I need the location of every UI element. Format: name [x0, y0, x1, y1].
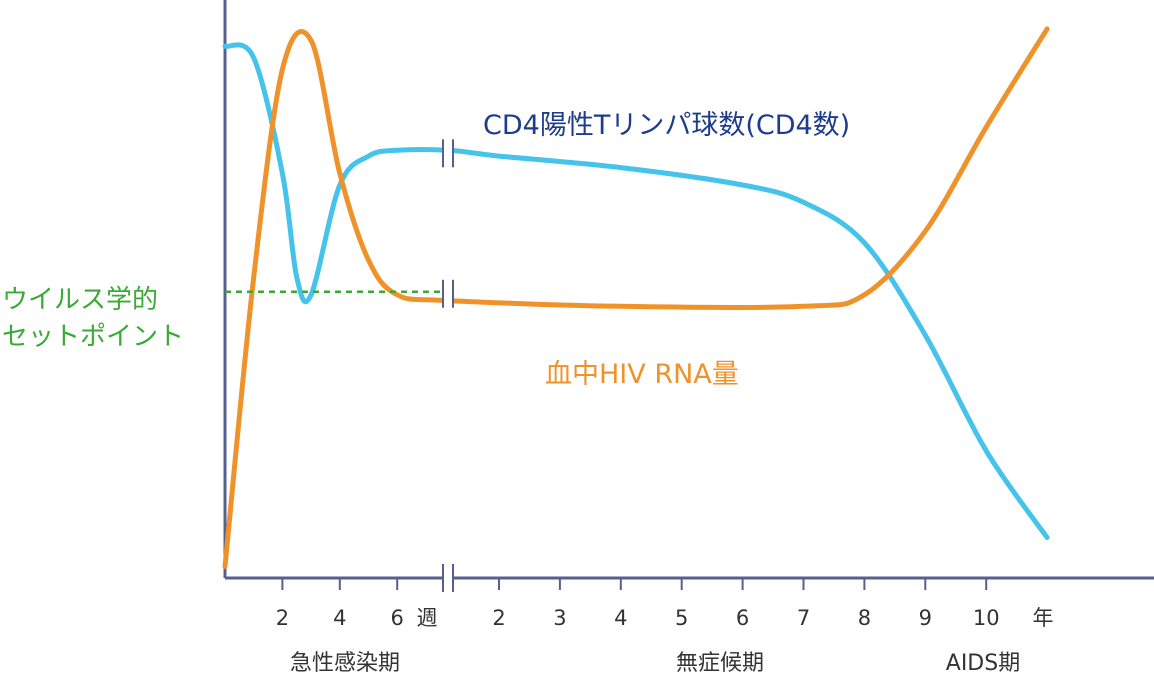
series-label-cd4: CD4陽性Tリンパ球数(CD4数) — [483, 110, 850, 141]
tick-label: 4 — [333, 606, 346, 630]
series-label-hiv-rna: 血中HIV RNA量 — [545, 359, 739, 390]
tick-label: 8 — [858, 606, 871, 630]
axis-breaks — [442, 139, 454, 592]
tick-label: 7 — [797, 606, 810, 630]
tick-label: 6 — [736, 606, 749, 630]
series-line-hiv-rna — [222, 26, 1050, 569]
tick-label: 9 — [919, 606, 932, 630]
break-mark-cd4 — [442, 139, 454, 168]
tick-label: 3 — [553, 606, 566, 630]
series-line-cd4 — [222, 42, 1050, 540]
tick-label: 4 — [614, 606, 627, 630]
year-unit-label: 年 — [1033, 606, 1054, 630]
x-axis-ticks: 2 4 6 週 2 3 4 5 6 7 8 9 10 年 — [276, 578, 1054, 630]
tick-label: 2 — [492, 606, 505, 630]
curves — [222, 26, 1050, 569]
break-mark-hiv — [442, 279, 454, 308]
week-unit-label: 週 — [417, 606, 438, 630]
tick-label: 6 — [391, 606, 404, 630]
tick-label: 10 — [973, 606, 1000, 630]
setpoint-label-line-1: ウイルス学的 — [2, 285, 158, 315]
phase-label-acute: 急性感染期 — [290, 651, 400, 674]
tick-label: 2 — [276, 606, 289, 630]
phase-label-asymptomatic: 無症候期 — [676, 651, 764, 674]
axes — [223, 0, 1154, 580]
break-mark-axis — [442, 564, 454, 592]
setpoint-annotation: ウイルス学的 セットポイント — [2, 285, 442, 352]
setpoint-label-line-2: セットポイント — [2, 322, 184, 352]
tick-label: 5 — [675, 606, 688, 630]
phase-label-aids: AIDS期 — [946, 651, 1020, 674]
phase-labels: 急性感染期 無症候期 AIDS期 — [290, 651, 1020, 674]
